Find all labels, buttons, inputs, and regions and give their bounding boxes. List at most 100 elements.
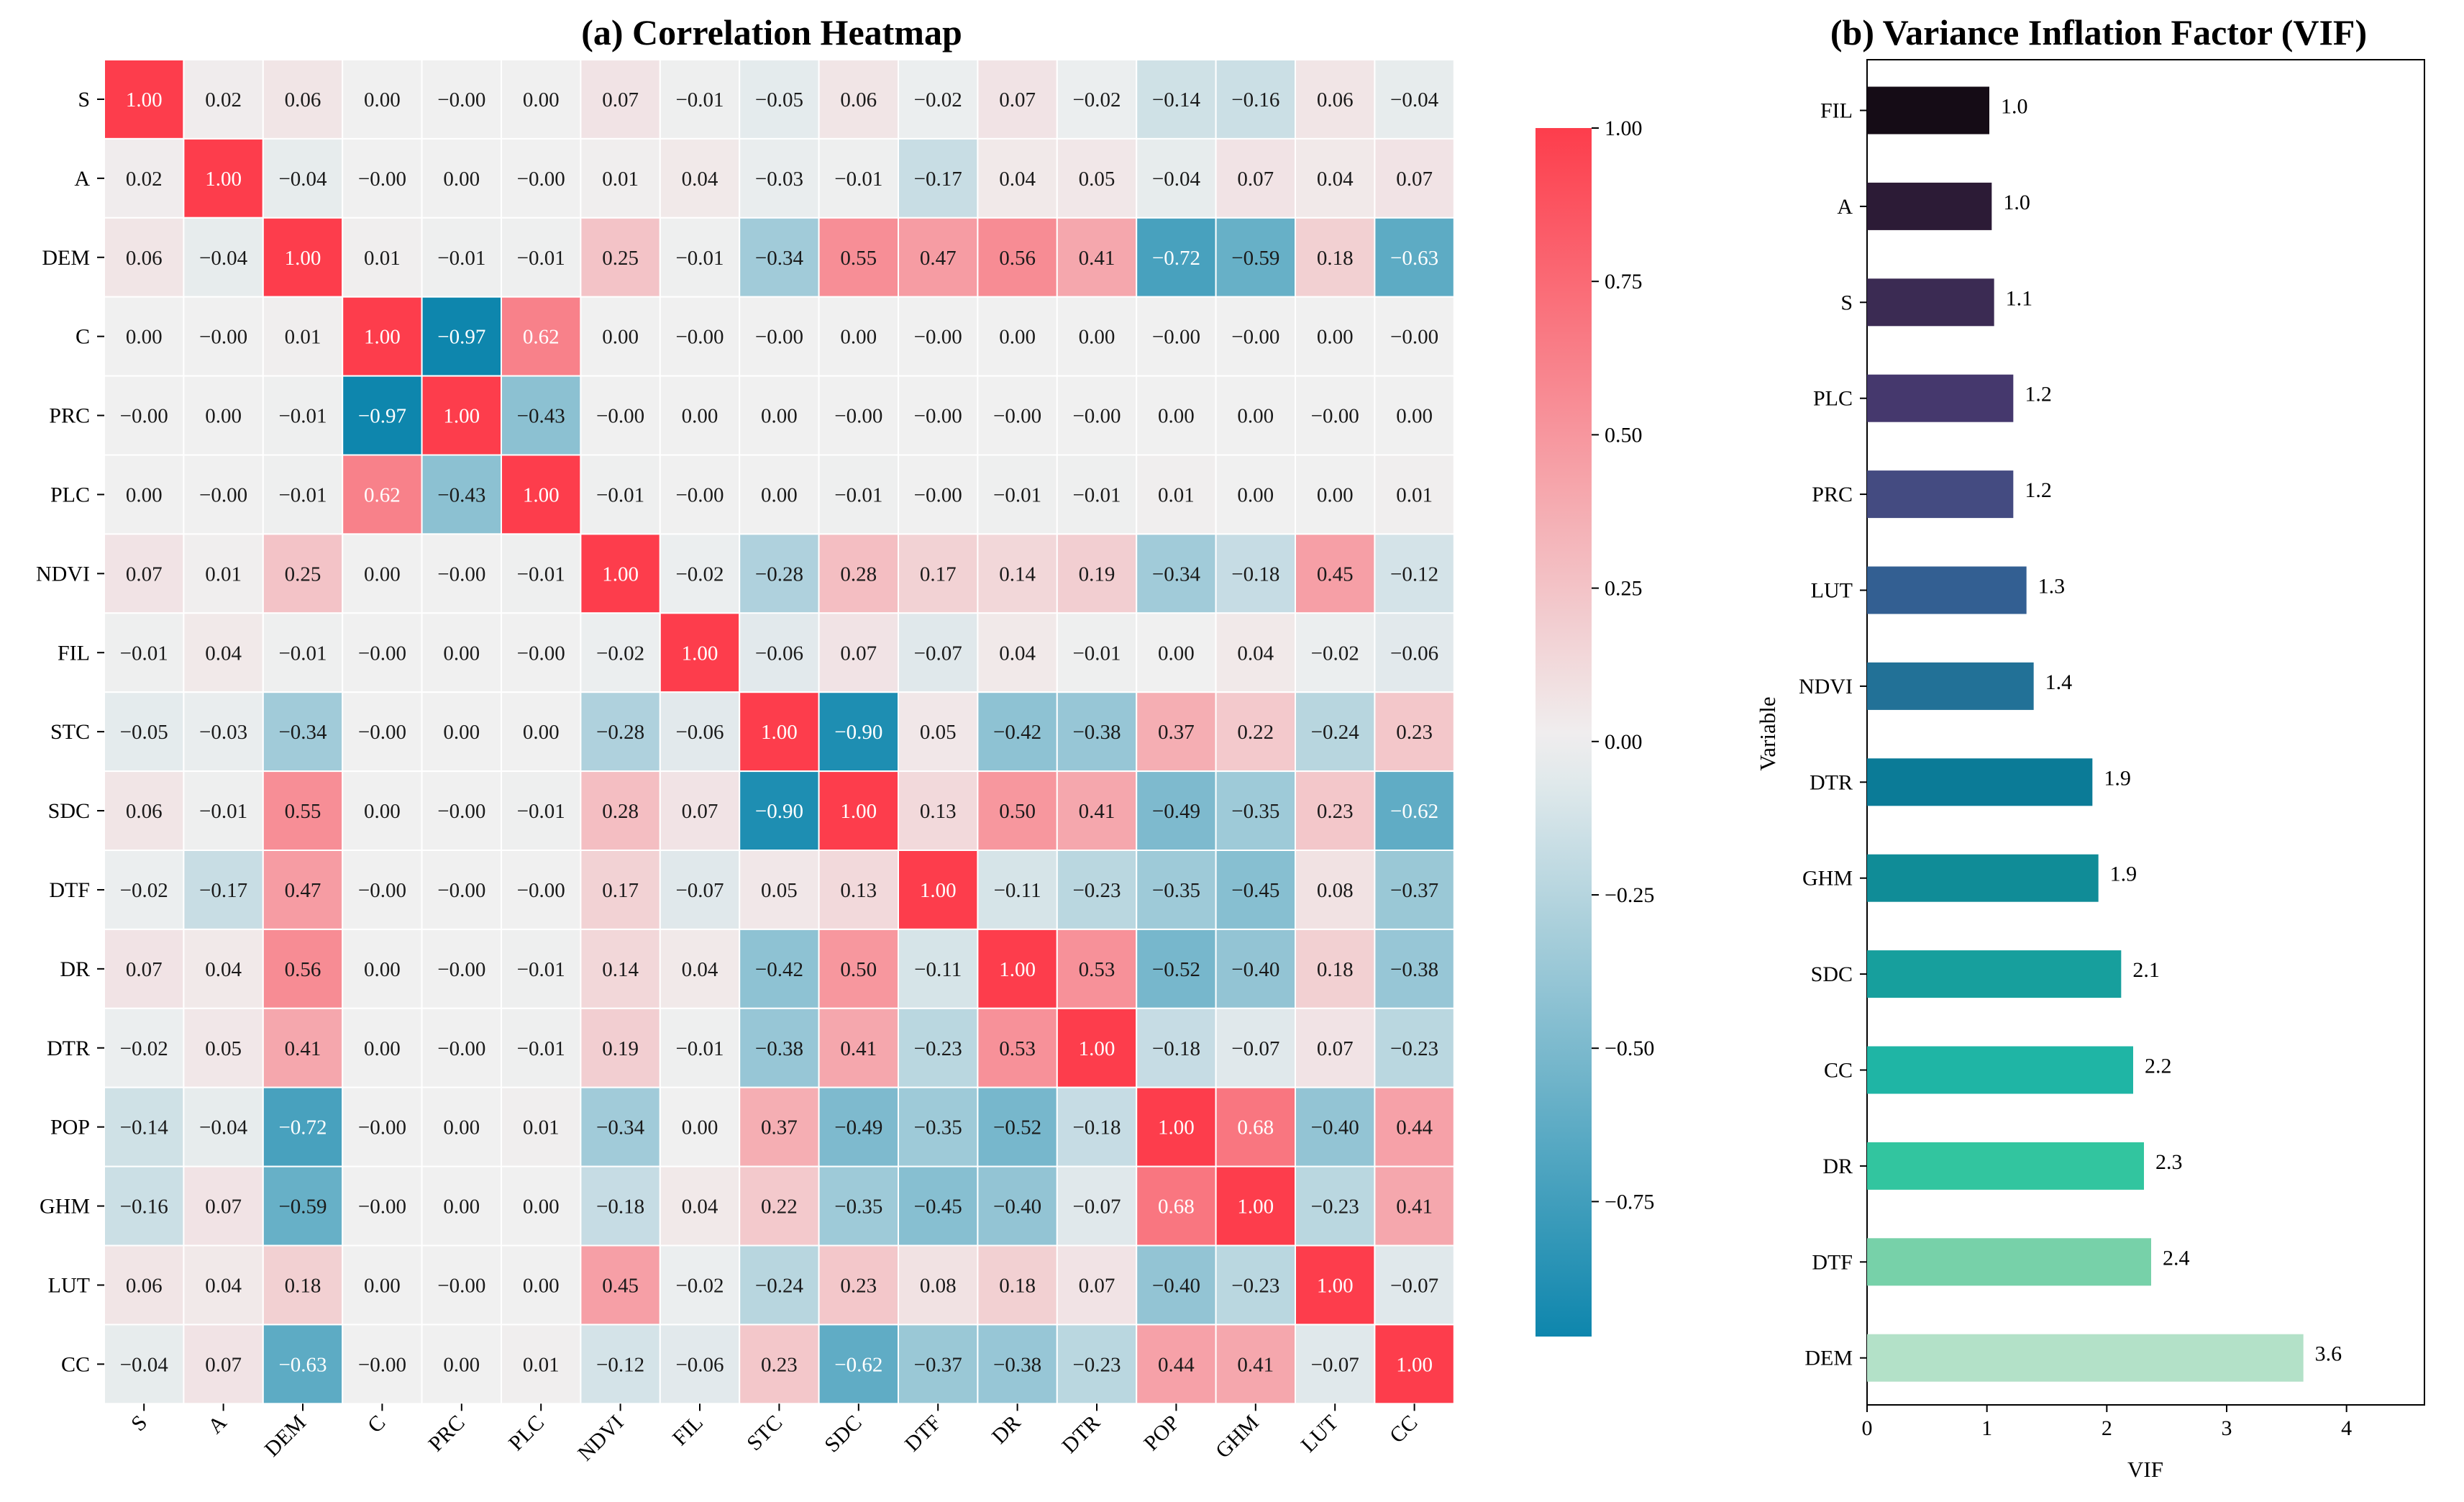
heatmap-cell-STC-DTR: [1056, 691, 1138, 773]
heatmap-cell-value: 1.00: [1158, 1116, 1195, 1139]
heatmap-cell-C-C: [342, 296, 423, 377]
heatmap-cell-SDC-DTF: [898, 770, 979, 851]
heatmap-cell-value: −0.40: [1311, 1116, 1359, 1139]
heatmap-cell-value: −0.23: [1072, 1353, 1121, 1376]
heatmap-cell-value: 0.25: [602, 247, 639, 270]
heatmap-cell-DTR-DTR: [1056, 1007, 1138, 1088]
heatmap-cell-value: 0.05: [1079, 168, 1115, 191]
heatmap-cell-value: −0.00: [1152, 326, 1200, 349]
row-label-DR: DR: [60, 957, 90, 981]
heatmap-cell-value: 0.00: [840, 326, 877, 349]
heatmap-cell-value: −0.00: [437, 1037, 485, 1060]
heatmap-cell-value: −0.06: [675, 721, 724, 744]
heatmap-cell-value: −0.52: [1152, 958, 1200, 981]
heatmap-cell-value: −0.38: [1072, 721, 1121, 744]
heatmap-cell-value: 0.01: [285, 326, 321, 349]
column-label-NDVI: NDVI: [573, 1411, 628, 1465]
vif-bar-PRC: [1867, 470, 2014, 519]
heatmap-cell-S-A: [183, 59, 264, 140]
heatmap-cell-PRC-DTF: [898, 375, 979, 456]
heatmap-cell-value: 0.00: [443, 642, 480, 665]
heatmap-cell-value: 0.44: [1158, 1353, 1195, 1376]
heatmap-cell-value: −0.07: [1390, 1274, 1438, 1297]
heatmap-cell-A-FIL: [659, 137, 741, 219]
heatmap-cell-value: 0.00: [523, 721, 560, 744]
heatmap-cell-DTF-DR: [977, 850, 1058, 930]
heatmap-cell-value: 0.00: [364, 563, 401, 586]
heatmap-cell-S-POP: [1136, 59, 1217, 140]
heatmap-cell-value: −0.42: [993, 721, 1041, 744]
heatmap-cell-CC-LUT: [1295, 1324, 1376, 1405]
heatmap-cell-value: 0.07: [840, 642, 877, 665]
heatmap-cell-DTF-STC: [739, 850, 820, 930]
heatmap-cell-value: 0.28: [840, 563, 877, 586]
heatmap-cell-PRC-GHM: [1215, 375, 1296, 456]
heatmap-column-labels: S A DEM C PRC PLC NDVI FIL STC SDC DTF DR DTR POP GHM L…: [127, 1403, 1423, 1465]
heatmap-cell-value: −0.01: [834, 168, 882, 191]
heatmap-cell-value: 0.18: [1317, 958, 1354, 981]
heatmap-cell-value: 0.07: [1396, 168, 1433, 191]
row-label-FIL: FIL: [58, 641, 90, 665]
heatmap-cell-DTR-DR: [977, 1007, 1058, 1088]
heatmap-cell-value: −0.28: [755, 563, 803, 586]
heatmap-cell-PLC-A: [183, 454, 264, 535]
row-label-S: S: [78, 88, 90, 111]
heatmap-cell-PLC-DTR: [1056, 454, 1138, 535]
vif-x-ticks: 0 1 2 3 4: [1862, 1405, 2352, 1440]
heatmap-cell-FIL-C: [342, 612, 423, 693]
heatmap-cell-C-A: [183, 296, 264, 377]
heatmap-cell-value: −0.00: [437, 879, 485, 902]
heatmap-cell-value: 0.05: [205, 1037, 242, 1060]
heatmap-cell-value: 0.00: [126, 483, 163, 506]
heatmap-cell-value: 0.00: [523, 1274, 560, 1297]
heatmap-cell-value: −0.62: [1390, 800, 1438, 823]
heatmap-cell-NDVI-DTR: [1056, 533, 1138, 614]
vif-value-label-DTF: 2.4: [2163, 1246, 2190, 1270]
heatmap-cell-C-FIL: [659, 296, 741, 377]
heatmap-cell-SDC-SDC: [818, 770, 899, 851]
heatmap-cell-GHM-NDVI: [580, 1165, 661, 1247]
colorbar: 1.00 0.75 0.50 0.25 0.00 −0.25 −0.50 −0.75: [1536, 117, 1654, 1337]
heatmap-cell-DR-SDC: [818, 928, 899, 1009]
vif-category-label-NDVI: NDVI: [1799, 675, 1853, 698]
vif-value-label-PLC: 1.2: [2025, 383, 2052, 406]
heatmap-cell-value: −0.00: [914, 405, 962, 428]
vif-category-label-DR: DR: [1822, 1155, 1853, 1178]
heatmap-cell-DR-NDVI: [580, 928, 661, 1009]
heatmap-cell-value: −0.23: [1390, 1037, 1438, 1060]
heatmap-cell-value: 0.07: [1079, 1274, 1115, 1297]
heatmap-cell-S-DEM: [262, 59, 344, 140]
heatmap-cell-value: 0.23: [1396, 721, 1433, 744]
column-label-PRC: PRC: [424, 1411, 469, 1456]
heatmap-cell-value: −0.00: [675, 326, 724, 349]
heatmap-cell-DEM-CC: [1374, 217, 1455, 298]
vif-bar-DTF: [1867, 1238, 2151, 1286]
heatmap-cell-value: 1.00: [682, 642, 718, 665]
heatmap-cell-value: −0.52: [993, 1116, 1041, 1139]
heatmap-cell-value: −0.49: [834, 1116, 882, 1139]
heatmap-cell-value: −0.01: [675, 247, 724, 270]
heatmap-cell-POP-PRC: [421, 1086, 502, 1168]
heatmap-cell-value: −0.07: [1231, 1037, 1279, 1060]
heatmap-cell-value: 0.22: [1237, 721, 1274, 744]
heatmap-cell-value: −0.35: [1152, 879, 1200, 902]
heatmap-cell-value: 1.00: [602, 563, 639, 586]
heatmap-cell-LUT-DEM: [262, 1244, 344, 1326]
heatmap-cell-value: −0.35: [914, 1116, 962, 1139]
heatmap-cell-value: 1.00: [126, 88, 163, 111]
heatmap-cell-value: 0.00: [1317, 483, 1354, 506]
heatmap-cell-value: −0.00: [755, 326, 803, 349]
heatmap-cell-value: 0.01: [523, 1353, 560, 1376]
vif-x-tick-label: 0: [1862, 1416, 1873, 1440]
heatmap-cell-value: 0.05: [761, 879, 798, 902]
vif-category-label-LUT: LUT: [1811, 579, 1853, 603]
heatmap-cell-value: 1.00: [999, 958, 1036, 981]
heatmap-cell-C-GHM: [1215, 296, 1296, 377]
heatmap-cell-value: 0.02: [126, 168, 163, 191]
heatmap-cell-DTR-STC: [739, 1007, 820, 1088]
colorbar-tick-label: 0.50: [1605, 423, 1643, 447]
heatmap-cell-DEM-GHM: [1215, 217, 1296, 298]
colorbar-tick-label: −0.50: [1605, 1037, 1654, 1060]
heatmap-cell-value: −0.00: [1311, 405, 1359, 428]
heatmap-cell-value: 1.00: [1237, 1196, 1274, 1219]
